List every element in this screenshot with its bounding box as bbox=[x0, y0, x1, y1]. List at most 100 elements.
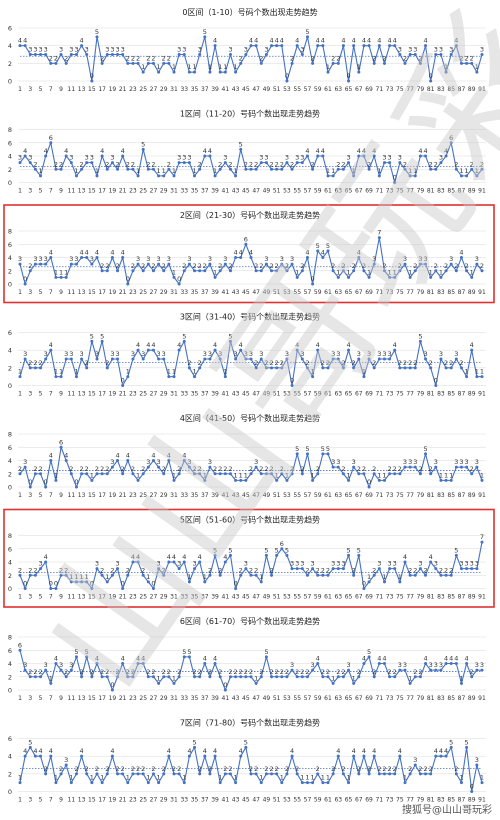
x-tick-label: 29 bbox=[160, 695, 168, 702]
data-point bbox=[270, 472, 274, 476]
x-tick-label: 85 bbox=[447, 695, 455, 702]
x-tick-label: 77 bbox=[406, 289, 414, 296]
x-tick-label: 65 bbox=[345, 594, 353, 601]
data-label: 2 bbox=[480, 160, 484, 168]
data-label: 4 bbox=[377, 37, 381, 45]
data-point bbox=[357, 357, 361, 361]
data-label: 5 bbox=[465, 738, 469, 746]
data-label: 2 bbox=[167, 668, 171, 676]
data-label: 2 bbox=[131, 465, 135, 473]
data-label: 1 bbox=[59, 368, 63, 376]
x-tick-label: 53 bbox=[283, 391, 291, 398]
data-label: 2 bbox=[316, 465, 320, 473]
data-label: 2 bbox=[151, 262, 155, 270]
x-tick-label: 39 bbox=[211, 391, 219, 398]
x-tick-label: 51 bbox=[273, 86, 281, 93]
data-point bbox=[182, 459, 186, 462]
x-tick-label: 85 bbox=[447, 492, 455, 499]
data-label: 3 bbox=[28, 154, 32, 162]
data-point bbox=[116, 567, 120, 571]
data-label: 3 bbox=[429, 661, 433, 669]
data-label: 2 bbox=[85, 765, 89, 773]
data-label: 3 bbox=[449, 255, 453, 263]
data-point bbox=[223, 688, 227, 692]
x-tick-label: 89 bbox=[468, 797, 476, 804]
data-point bbox=[403, 668, 407, 672]
x-tick-label: 17 bbox=[98, 594, 106, 601]
data-label: 3 bbox=[434, 560, 438, 568]
data-label: 2 bbox=[249, 765, 253, 773]
x-tick-label: 89 bbox=[468, 492, 476, 499]
data-label: 1 bbox=[259, 573, 263, 581]
data-point bbox=[239, 478, 243, 482]
data-label: 2 bbox=[269, 465, 273, 473]
data-point bbox=[362, 662, 366, 665]
data-label: 0 bbox=[177, 275, 181, 283]
x-tick-label: 1 bbox=[18, 188, 22, 195]
data-label: 1 bbox=[136, 167, 140, 175]
data-label: 4 bbox=[177, 341, 181, 349]
data-point bbox=[23, 154, 27, 158]
data-label: 3 bbox=[146, 255, 150, 263]
data-label: 4 bbox=[213, 655, 217, 663]
data-label: 2 bbox=[300, 465, 304, 473]
data-label: 2 bbox=[95, 465, 99, 473]
data-point bbox=[203, 357, 207, 361]
data-point bbox=[49, 587, 53, 590]
data-point bbox=[254, 269, 258, 273]
chart-title: 0区间（1-10）号码个数出现走势趋势 bbox=[182, 7, 317, 17]
data-label: 2 bbox=[131, 765, 135, 773]
data-point bbox=[290, 567, 294, 571]
data-label: 4 bbox=[95, 249, 99, 257]
x-tick-label: 91 bbox=[478, 492, 486, 499]
data-point bbox=[100, 675, 104, 679]
data-point bbox=[331, 681, 335, 685]
data-point bbox=[403, 465, 407, 469]
x-tick-label: 23 bbox=[129, 391, 137, 398]
x-tick-label: 47 bbox=[252, 492, 260, 499]
data-label: 3 bbox=[69, 661, 73, 669]
data-point bbox=[295, 675, 299, 679]
data-label: 0 bbox=[429, 72, 433, 80]
data-label: 2 bbox=[38, 465, 42, 473]
data-label: 2 bbox=[100, 465, 104, 473]
data-point bbox=[382, 161, 386, 165]
data-point bbox=[475, 668, 479, 672]
data-label: 3 bbox=[44, 661, 48, 669]
data-label: 4 bbox=[213, 747, 217, 755]
data-point bbox=[105, 167, 109, 171]
data-point bbox=[321, 44, 325, 48]
data-point bbox=[249, 167, 253, 171]
data-point bbox=[172, 375, 176, 379]
data-point bbox=[439, 53, 443, 56]
data-point bbox=[367, 357, 371, 361]
x-tick-label: 9 bbox=[59, 797, 63, 804]
y-tick-label: 0 bbox=[8, 78, 12, 86]
data-point bbox=[388, 772, 392, 776]
data-point bbox=[90, 339, 94, 343]
data-label: 1 bbox=[126, 774, 130, 782]
data-label: 2 bbox=[131, 160, 135, 168]
x-tick-label: 35 bbox=[191, 594, 199, 601]
data-label: 2 bbox=[100, 566, 104, 574]
data-point bbox=[454, 772, 458, 776]
data-label: 2 bbox=[162, 465, 166, 473]
x-tick-label: 3 bbox=[28, 86, 32, 93]
data-label: 2 bbox=[95, 765, 99, 773]
data-point bbox=[90, 675, 94, 679]
data-point bbox=[249, 573, 253, 577]
x-tick-label: 49 bbox=[263, 695, 271, 702]
data-point bbox=[177, 472, 181, 476]
data-label: 2 bbox=[239, 566, 243, 574]
data-label: 1 bbox=[336, 268, 340, 276]
x-tick-label: 37 bbox=[201, 797, 209, 804]
data-label: 3 bbox=[372, 255, 376, 263]
x-tick-label: 55 bbox=[293, 797, 301, 804]
data-label: 3 bbox=[403, 255, 407, 263]
data-point bbox=[259, 357, 263, 361]
data-point bbox=[465, 567, 469, 571]
x-tick-label: 59 bbox=[314, 695, 322, 702]
x-tick-label: 15 bbox=[88, 289, 96, 296]
data-label: 2 bbox=[38, 668, 42, 676]
data-point bbox=[311, 167, 315, 171]
